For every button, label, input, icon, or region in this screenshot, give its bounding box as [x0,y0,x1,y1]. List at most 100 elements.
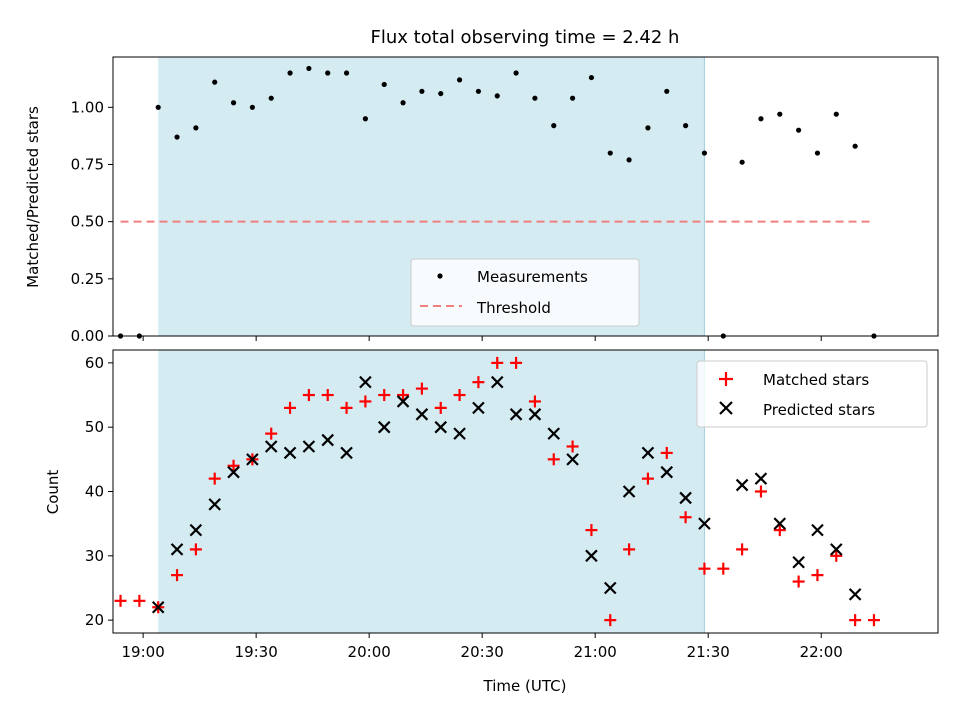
predicted-star-point [811,523,824,537]
predicted-star-point [585,549,598,563]
predicted-star-point [490,375,504,389]
measurement-point [626,157,632,163]
matched-star-point [830,549,843,562]
predicted-star-point [528,408,542,421]
x-tick-label: 19:00 [122,643,165,661]
matched-star-point [660,446,673,459]
top-points [117,65,877,339]
measurement-point [475,88,482,94]
bottom-x-axis-label: Time (UTC) [483,677,567,695]
matched-star-point [265,427,278,440]
measurement-point [212,79,218,85]
matched-star-point [340,401,353,414]
predicted-star-point [773,517,787,530]
matched-star-point [208,472,221,485]
measurement-point [532,95,538,101]
measurement-point [174,134,180,140]
predicted-star-point [208,498,221,511]
predicted-star-point [735,478,749,492]
legend-label-matched-stars: Matched stars [763,371,869,389]
bottom-x-ticks: 19:00 19:30 20:00 20:30 21:00 21:30 22:00 [122,633,843,661]
matched-star-point [415,382,428,395]
matched-star-point [227,459,240,472]
predicted-star-point [547,427,561,440]
y-tick-label: 0.25 [71,270,104,288]
predicted-star-point [227,465,240,479]
top-chart-title: Flux total observing time = 2.42 h [371,27,680,48]
predicted-star-point [151,600,165,614]
measurement-point [758,116,764,122]
predicted-star-point [321,433,335,447]
x-tick-label: 22:00 [800,643,843,661]
top-panel: Flux total observing time = 2.42 h 0.000… [24,27,939,345]
predicted-star-point [698,517,711,530]
measurement-point [268,95,274,101]
predicted-star-point [509,408,523,421]
x-tick-label: 20:00 [348,643,391,661]
bottom-panel: 19:00 19:30 20:00 20:30 21:00 21:30 22:00 20 30… [44,349,939,695]
matched-star-point [510,356,523,369]
matched-star-point [623,543,636,556]
y-tick-label: 0.75 [71,155,104,173]
measurement-point [607,150,613,156]
x-tick-label: 19:30 [235,643,278,661]
predicted-star-point [622,485,636,498]
y-tick-label: 30 [85,547,104,565]
bottom-points [114,356,880,627]
matched-star-point [792,575,805,588]
measurement-point [456,77,463,83]
matched-star-point [641,472,654,485]
measurement-point [381,81,387,88]
matched-star-point [472,376,485,389]
matched-star-point [528,395,541,408]
predicted-star-point [472,401,485,415]
predicted-star-point [848,588,862,601]
legend-marker-matched-stars [719,372,733,386]
top-legend-box [410,258,640,327]
matched-star-point [284,401,297,414]
measurement-point [739,159,745,165]
predicted-star-point [792,555,805,569]
measurement-point [588,74,595,81]
matched-star-point [302,389,315,402]
top-legend: Measurements Threshold [410,258,640,327]
matched-star-point [679,511,692,524]
shaded-span [158,350,705,633]
predicted-star-point [415,408,429,421]
predicted-star-point [246,453,259,466]
matched-star-point [604,614,617,627]
top-x-ticks [142,336,822,341]
predicted-star-point [434,420,448,434]
bottom-legend-box [696,360,928,428]
legend-marker-measurements [437,273,443,279]
matched-star-point [453,389,466,402]
legend-label-threshold: Threshold [476,299,551,317]
y-tick-label: 40 [85,483,104,501]
y-tick-label: 1.00 [71,98,104,116]
measurement-point [777,111,783,117]
predicted-star-point [641,446,655,460]
predicted-star-point [603,581,617,595]
predicted-star-point [566,453,579,466]
measurement-point [249,104,255,110]
measurement-point [645,125,651,131]
measurement-point [287,70,293,76]
predicted-star-point [830,543,843,556]
measurement-point [664,88,670,94]
matched-star-point [698,562,711,575]
measurement-point [852,143,858,149]
matched-star-point [378,389,391,402]
bottom-y-ticks: 20 30 40 50 60 [85,354,113,629]
bottom-shaded-region [158,350,705,633]
measurement-point [701,150,708,156]
bottom-legend: Matched stars Predicted stars [696,360,928,428]
measurement-point [306,65,312,72]
predicted-star-point [359,375,372,389]
measurement-point [325,70,331,76]
matched-star-point [867,614,880,627]
matched-star-point [114,594,127,607]
predicted-star-point [377,420,391,434]
matched-star-point [547,453,560,466]
measurement-point [155,104,161,110]
